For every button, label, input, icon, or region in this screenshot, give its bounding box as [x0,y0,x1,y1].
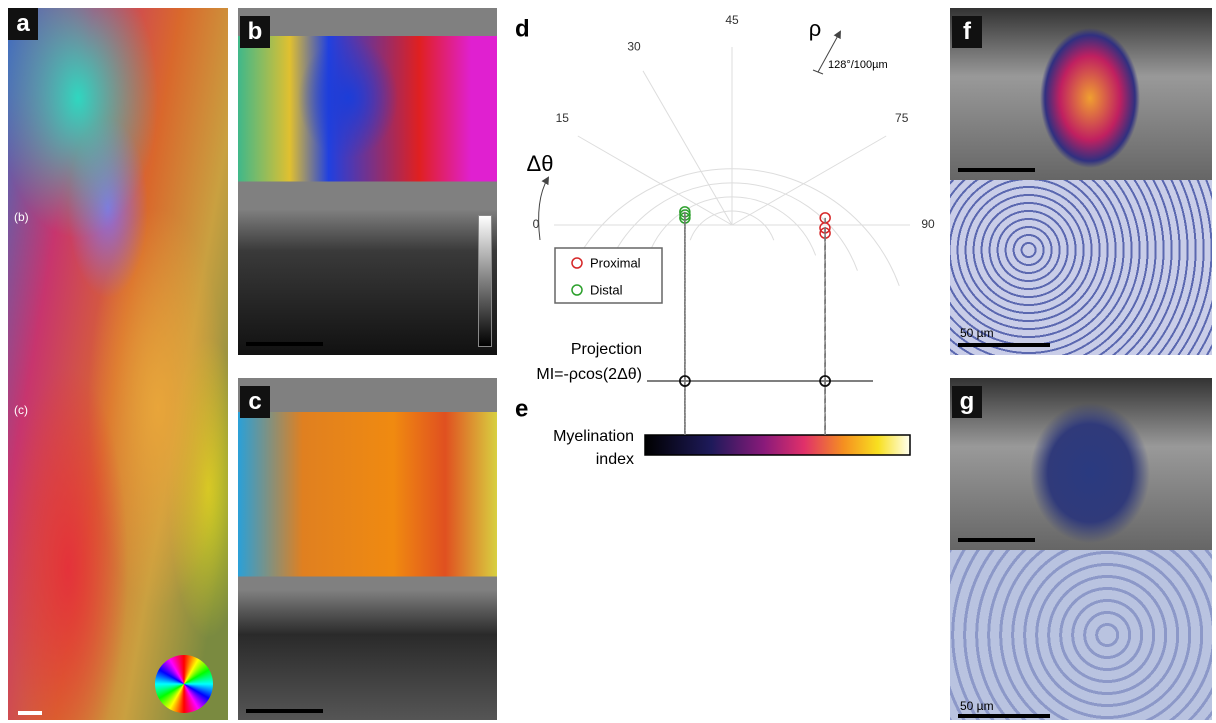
angle-arrow [539,178,548,240]
scale-label: 50 µm [960,699,994,713]
data-point [680,210,690,220]
scale-bar [958,714,1050,718]
angle-tick-label: 90 [921,217,935,231]
formula: MI=-ρcos(2Δθ) [536,366,642,383]
projected-point [680,376,690,386]
panel-label: c [240,386,270,418]
image-f [950,8,1212,180]
grid-ring [607,183,858,271]
image-c [238,378,497,720]
legend-marker [572,258,582,268]
projected-point [820,376,830,386]
scale-bar [958,538,1035,542]
image-b [238,8,497,355]
grid-ring [690,211,774,240]
legend-marker [572,285,582,295]
grid-spoke [732,136,886,225]
grid-spoke [643,71,732,225]
projected-point [820,376,830,386]
image-a [8,8,228,720]
panel-label: a [8,8,38,40]
histology-g [950,550,1212,720]
data-point [820,228,830,238]
angle-tick-label: 45 [725,13,739,27]
angle-tick-label: 15 [556,111,570,125]
angle-title: Δθ [527,151,554,176]
projected-point [820,376,830,386]
data-point [680,207,690,217]
data-point [680,213,690,223]
data-point [820,223,830,233]
legend-label: Proximal [590,255,641,270]
grid-ring [565,169,900,286]
projected-point [680,376,690,386]
panel-label: g [952,386,982,418]
panel-label: d [515,15,530,42]
legend-label: Distal [590,282,623,297]
scale-bar [246,709,323,713]
scale-bar [18,711,42,715]
angle-tick-label: 75 [895,111,909,125]
data-point [820,213,830,223]
panel-label: e [515,395,528,422]
radius-arrow-tick [813,70,823,74]
colorbar-label: Myelination [553,428,634,445]
figure: a (b) (c) b c f 50 µm g 50 µm 0 15 30 45 75 9… [0,0,1216,723]
scale-text: 128°/100µm [828,59,888,71]
page: Figure {"panels": { "a": {"label": "a", … [0,0,1216,723]
marker-label: (b) [14,210,29,224]
grid-ring [648,197,815,256]
projection-label: Projection [571,341,642,358]
scale-bar [958,168,1035,172]
scale-bar [246,342,323,346]
grid-spoke [578,136,732,225]
panel-label: b [240,16,270,48]
angle-tick-label: 30 [627,39,641,53]
angle-tick-label: 0 [533,217,540,231]
scale-label: 50 µm [960,326,994,340]
radius-arrow [818,32,840,72]
legend-box [555,248,662,303]
colorbar [645,435,910,455]
colorbar-label: index [596,451,634,468]
scale-bar [958,343,1050,347]
panel-label: f [952,16,982,48]
image-g [950,378,1212,550]
projected-point [680,376,690,386]
color-wheel [155,655,213,713]
grayscale-bar [478,215,492,347]
radius-title: ρ [809,16,822,41]
marker-label: (c) [14,403,28,417]
